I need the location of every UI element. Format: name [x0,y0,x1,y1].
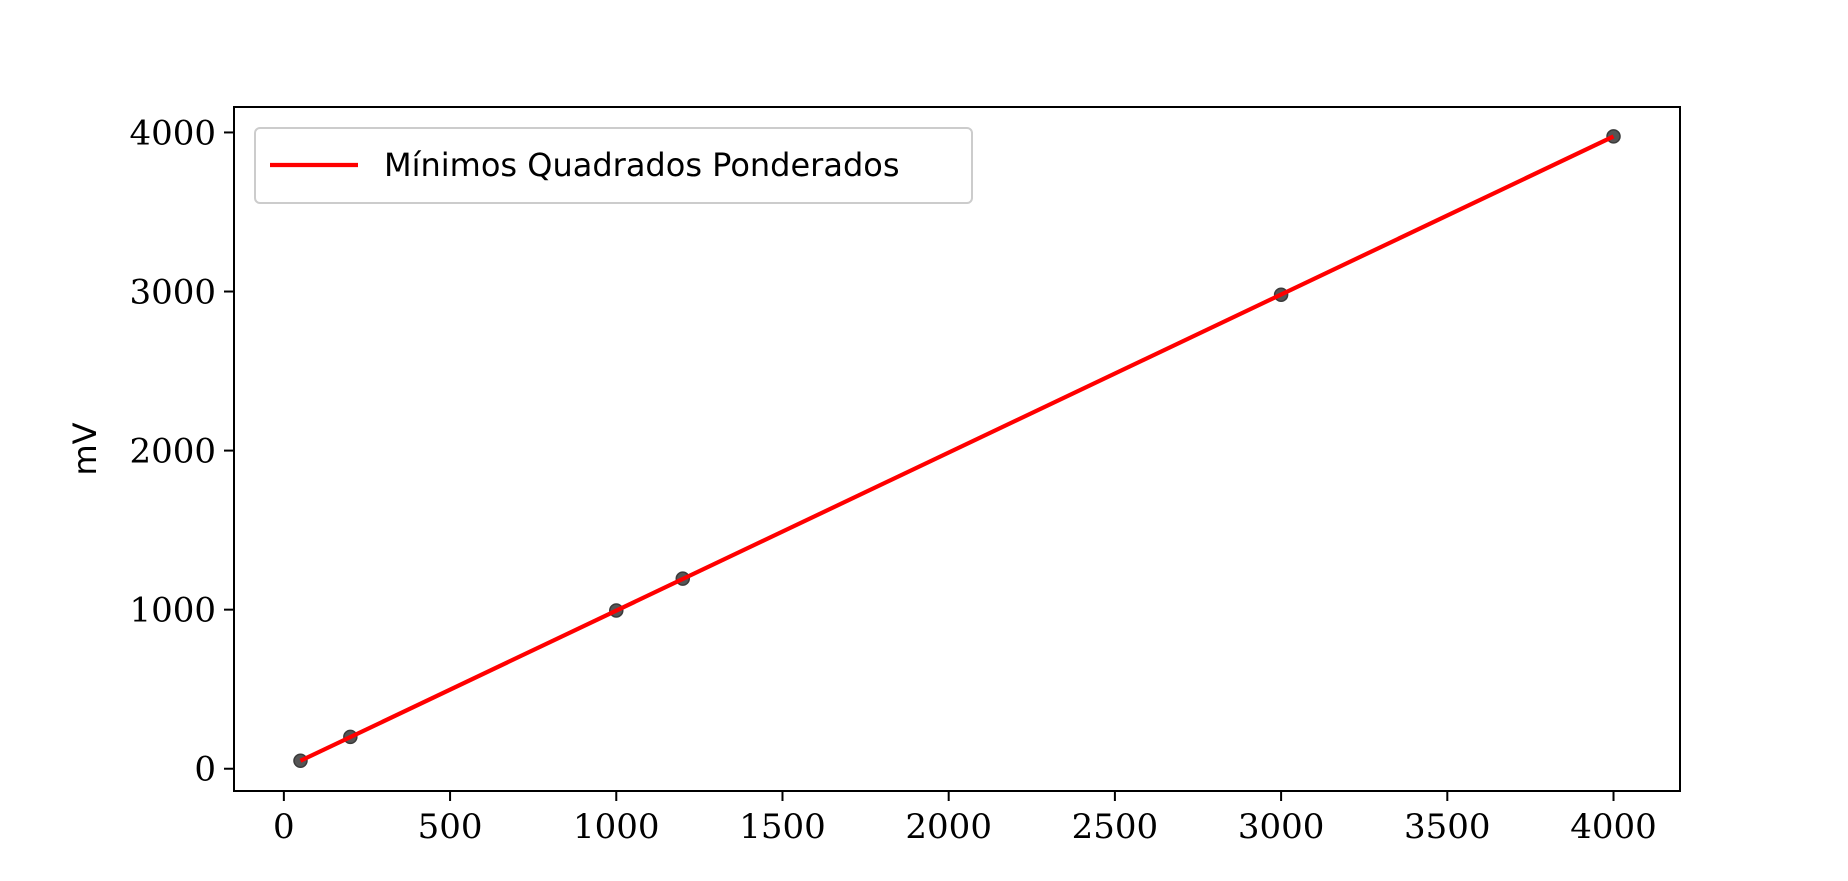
series-line-0 [299,134,1615,763]
x-tick-label: 3500 [1404,807,1491,847]
x-tick-label: 0 [273,807,295,847]
y-tick-label: 2000 [129,432,216,472]
y-tick-label: 4000 [129,113,216,153]
legend-box [254,127,973,204]
x-tick-label: 2500 [1072,807,1159,847]
legend: Mínimos Quadrados Ponderados [254,127,973,204]
y-axis-label: mV [66,422,104,475]
x-tick-label: 1000 [573,807,660,847]
x-tick-label: 500 [418,807,483,847]
series-lines [299,134,1615,763]
x-tick-label: 1500 [739,807,826,847]
axes: 0 500 1000 1500 2000 2500 3000 3500 4000 0 1000 200… [129,106,1681,847]
x-tick-label: 2000 [905,807,992,847]
y-tick-label: 3000 [129,273,216,313]
legend-label: Mínimos Quadrados Ponderados [384,146,900,184]
x-tick-label: 3000 [1238,807,1325,847]
x-tick-label: 4000 [1570,807,1657,847]
y-tick-label: 0 [194,750,216,790]
plot-frame [233,106,1681,792]
y-tick-label: 1000 [129,591,216,631]
